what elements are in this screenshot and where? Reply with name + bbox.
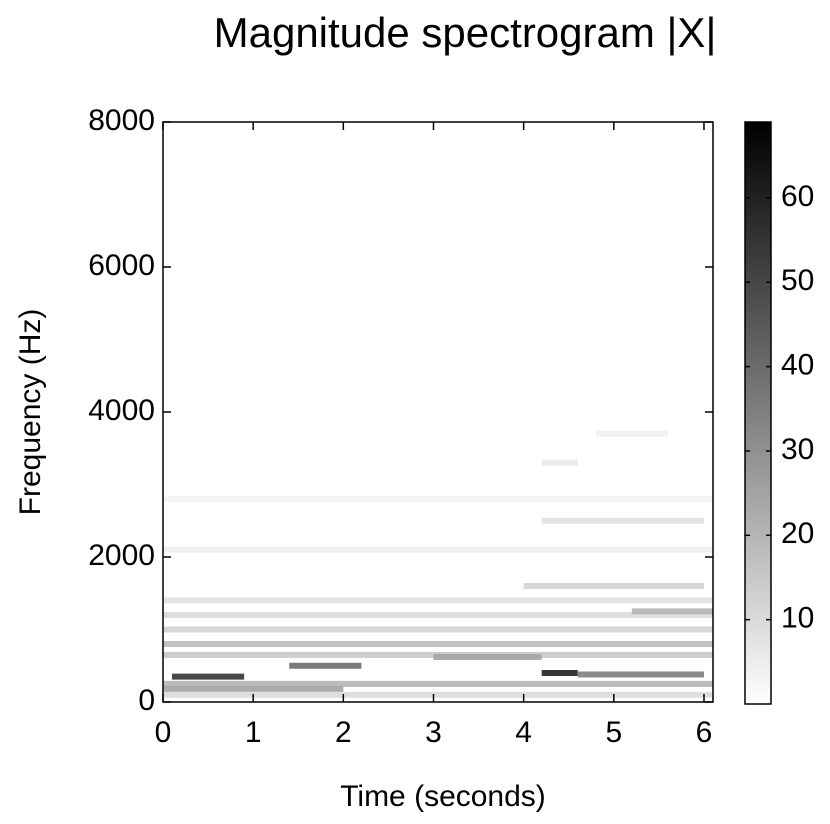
- x-tick-label: 0: [155, 716, 172, 749]
- y-axis-label: Frequency (Hz): [14, 309, 47, 516]
- spectral-streak: [163, 626, 713, 633]
- spectral-streak: [595, 430, 668, 437]
- colorbar-tick-label: 40: [781, 349, 814, 382]
- colorbar-tick-label: 20: [781, 517, 814, 550]
- colorbar-tick-label: 10: [781, 602, 814, 635]
- x-tick-label: 1: [245, 716, 262, 749]
- x-axis-label: Time (seconds): [340, 780, 546, 813]
- spectral-streak: [289, 662, 362, 669]
- x-tick-label: 3: [425, 716, 442, 749]
- x-tick-label: 5: [605, 716, 622, 749]
- colorbar-tick-label: 50: [781, 264, 814, 297]
- spectral-streak: [172, 673, 245, 680]
- colorbar-tick-label: 30: [781, 433, 814, 466]
- spectral-streak: [163, 680, 713, 687]
- y-tick-label: 0: [138, 684, 155, 717]
- y-tick-label: 8000: [88, 104, 155, 137]
- colorbar-tick-label: 60: [781, 180, 814, 213]
- plot-area: [163, 430, 713, 698]
- x-tick-label: 2: [335, 716, 352, 749]
- spectral-streak: [541, 459, 578, 466]
- spectral-streak: [433, 654, 542, 661]
- spectral-streak: [163, 597, 713, 604]
- spectral-streak: [163, 612, 713, 618]
- spectral-streak: [631, 608, 713, 615]
- spectral-streak: [523, 583, 704, 589]
- spectral-streak: [163, 691, 713, 698]
- y-tick-label: 4000: [88, 394, 155, 427]
- spectral-streak: [163, 685, 344, 692]
- x-tick-label: 4: [515, 716, 532, 749]
- colorbar: [744, 121, 772, 705]
- chart-title: Magnitude spectrogram |X|: [214, 9, 717, 56]
- spectral-streak: [577, 671, 704, 678]
- spectral-streak: [163, 641, 713, 647]
- y-tick-label: 6000: [88, 249, 155, 282]
- spectral-streak: [541, 670, 578, 676]
- x-tick-label: 6: [696, 716, 713, 749]
- spectral-streak: [163, 546, 713, 553]
- y-tick-label: 2000: [88, 539, 155, 572]
- spectral-streak: [541, 517, 704, 524]
- spectral-streak: [163, 496, 713, 502]
